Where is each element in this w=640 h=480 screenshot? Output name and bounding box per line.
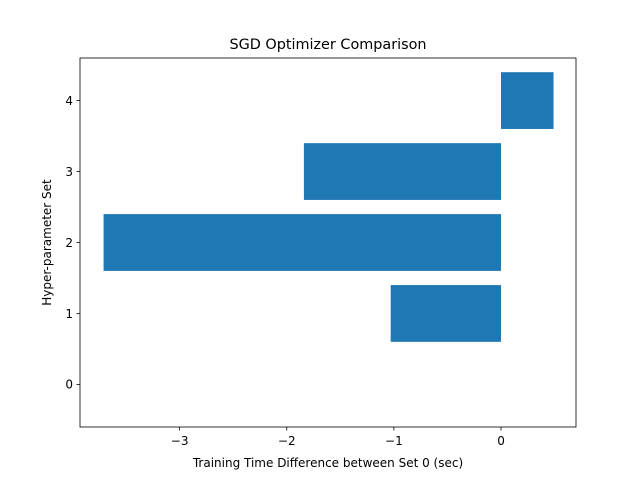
bars-group [103,72,554,342]
y-ticks: 0 1 2 3 4 [65,94,80,392]
bar-set-4 [501,72,554,129]
bar-set-2 [103,214,502,271]
x-tick-label: −1 [385,434,403,448]
x-axis-label: Training Time Difference between Set 0 (… [192,456,463,470]
y-axis-label: Hyper-parameter Set [40,179,54,306]
y-tick-label: 2 [65,236,73,250]
y-tick-label: 1 [65,307,73,321]
y-tick-label: 0 [65,378,73,392]
chart-title: SGD Optimizer Comparison [229,37,426,53]
x-tick-label: −2 [278,434,296,448]
y-tick-label: 3 [65,165,73,179]
x-ticks: −3 −2 −1 0 [171,427,505,448]
bar-set-3 [303,143,502,200]
bar-set-1 [390,285,502,342]
x-tick-label: 0 [497,434,505,448]
x-tick-label: −3 [171,434,189,448]
y-tick-label: 4 [65,94,73,108]
